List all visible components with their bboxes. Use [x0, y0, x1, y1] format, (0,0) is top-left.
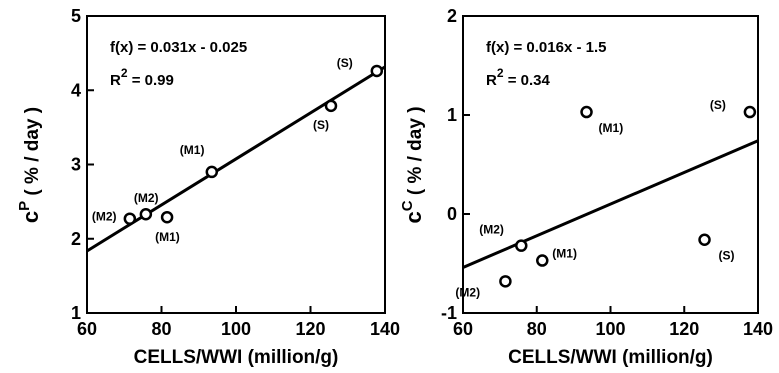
data-point — [499, 275, 512, 288]
y-tick-label: 0 — [447, 204, 457, 224]
point-label: (M2) — [134, 191, 159, 205]
y-tick-label: 4 — [71, 80, 81, 100]
data-point — [370, 64, 384, 78]
y-axis-label: cC ( % / day ) — [399, 106, 426, 223]
y-axis-label-tail: ( % / day ) — [405, 106, 426, 200]
x-tick-label: 80 — [151, 319, 171, 339]
data-point — [324, 99, 338, 113]
data-point — [536, 254, 549, 267]
x-tick-label: 100 — [595, 319, 625, 339]
fit-line — [462, 139, 759, 269]
y-tick-label: 3 — [71, 155, 81, 175]
fit-line — [86, 65, 386, 253]
data-point — [515, 239, 528, 252]
point-label: (M1) — [180, 143, 205, 157]
x-tick-label: 120 — [669, 319, 699, 339]
y-tick-label: 1 — [447, 105, 457, 125]
point-label: (M1) — [599, 121, 624, 135]
data-point — [580, 105, 593, 119]
point-label: (M1) — [552, 247, 577, 261]
point-label: (M2) — [479, 223, 504, 237]
r-squared: R2 = 0.34 — [486, 66, 550, 89]
r-squared-sup: 2 — [497, 66, 504, 80]
x-tick-label: 80 — [527, 319, 547, 339]
point-label: (M1) — [155, 230, 180, 244]
r-squared-sup: 2 — [121, 66, 128, 80]
y-axis-label-sup: P — [16, 201, 33, 211]
fit-equation: f(x) = 0.031x - 0.025 — [110, 39, 247, 56]
x-axis-label: CELLS/WWI (million/g) — [508, 347, 713, 368]
data-point — [160, 210, 174, 224]
y-tick-label: 2 — [71, 229, 81, 249]
plot-frame — [462, 15, 759, 314]
x-tick-label: 60 — [453, 319, 473, 339]
data-point — [205, 165, 219, 179]
point-label: (S) — [710, 98, 726, 112]
data-point — [139, 207, 153, 221]
y-axis-label-base: c — [401, 211, 426, 223]
y-tick-label: -1 — [441, 303, 457, 323]
r-squared-tail: = 0.99 — [128, 72, 174, 89]
x-tick-label: 120 — [295, 319, 325, 339]
x-axis-label: CELLS/WWI (million/g) — [134, 347, 339, 368]
y-axis-label-tail: ( % / day ) — [22, 107, 43, 201]
point-label: (M2) — [455, 285, 480, 299]
point-label: (M2) — [92, 210, 117, 224]
chart-panel-1: 60 80 100 120 140 1 2 3 4 5 CELLS/WWI (million/g) c… — [16, 6, 400, 368]
x-tick-label: 60 — [77, 319, 97, 339]
fit-equation: f(x) = 0.016x - 1.5 — [486, 39, 606, 56]
data-point — [698, 233, 711, 246]
r-squared-base: R — [110, 72, 121, 89]
y-axis-label-sup: C — [399, 200, 416, 211]
x-tick-label: 140 — [743, 319, 773, 339]
r-squared: R2 = 0.99 — [110, 66, 174, 89]
data-point — [123, 212, 137, 225]
y-tick-label: 2 — [447, 6, 457, 26]
x-tick-label: 100 — [221, 319, 251, 339]
r-squared-tail: = 0.34 — [504, 72, 551, 89]
y-tick-label: 5 — [71, 6, 81, 26]
data-point — [743, 105, 757, 119]
y-tick-label: 1 — [71, 303, 81, 323]
point-label: (S) — [337, 56, 353, 70]
y-axis-label: cP ( % / day ) — [16, 107, 43, 223]
r-squared-base: R — [486, 72, 497, 89]
chart-panel-2: 60 80 100 120 140 -1 0 1 2 CELLS/WWI (million/g) c… — [399, 6, 773, 368]
x-tick-label: 140 — [370, 319, 400, 339]
point-label: (S) — [719, 249, 735, 263]
y-axis-label-base: c — [18, 211, 43, 223]
point-label: (S) — [313, 118, 329, 132]
